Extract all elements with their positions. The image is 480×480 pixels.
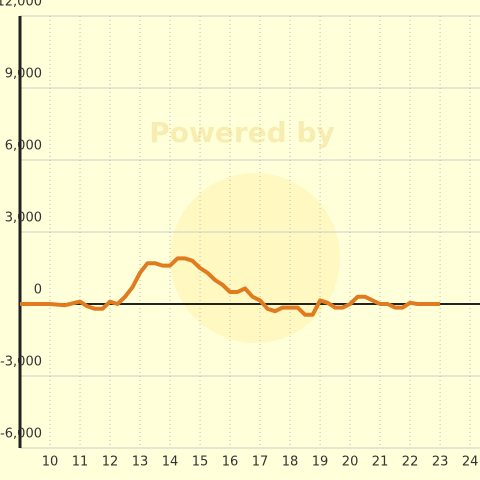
x-tick-label: 22 [402, 455, 419, 470]
watermark: Powered by [149, 116, 335, 149]
y-tick-label: 12,000 [0, 0, 42, 10]
x-tick-label: 11 [72, 455, 89, 470]
x-tick-label: 20 [342, 455, 359, 470]
x-tick-label: 19 [312, 455, 329, 470]
x-tick-label: 18 [282, 455, 299, 470]
x-tick-label: 10 [42, 455, 59, 470]
x-tick-label: 17 [252, 455, 269, 470]
data-line [20, 256, 441, 317]
y-tick-label: 6,000 [5, 139, 42, 154]
x-tick-label: 15 [192, 455, 209, 470]
x-tick-label: 13 [132, 455, 149, 470]
x-tick-label: 16 [222, 455, 239, 470]
y-tick-label: 9,000 [5, 67, 42, 82]
x-tick-label: 23 [432, 455, 449, 470]
x-tick-label: 21 [372, 455, 389, 470]
y-tick-label: 3,000 [5, 211, 42, 226]
watermark-logo [170, 173, 340, 343]
x-tick-label: 12 [102, 455, 119, 470]
y-tick-label: 0 [34, 283, 42, 298]
x-tick-label: 24 [462, 455, 479, 470]
x-tick-label: 14 [162, 455, 179, 470]
